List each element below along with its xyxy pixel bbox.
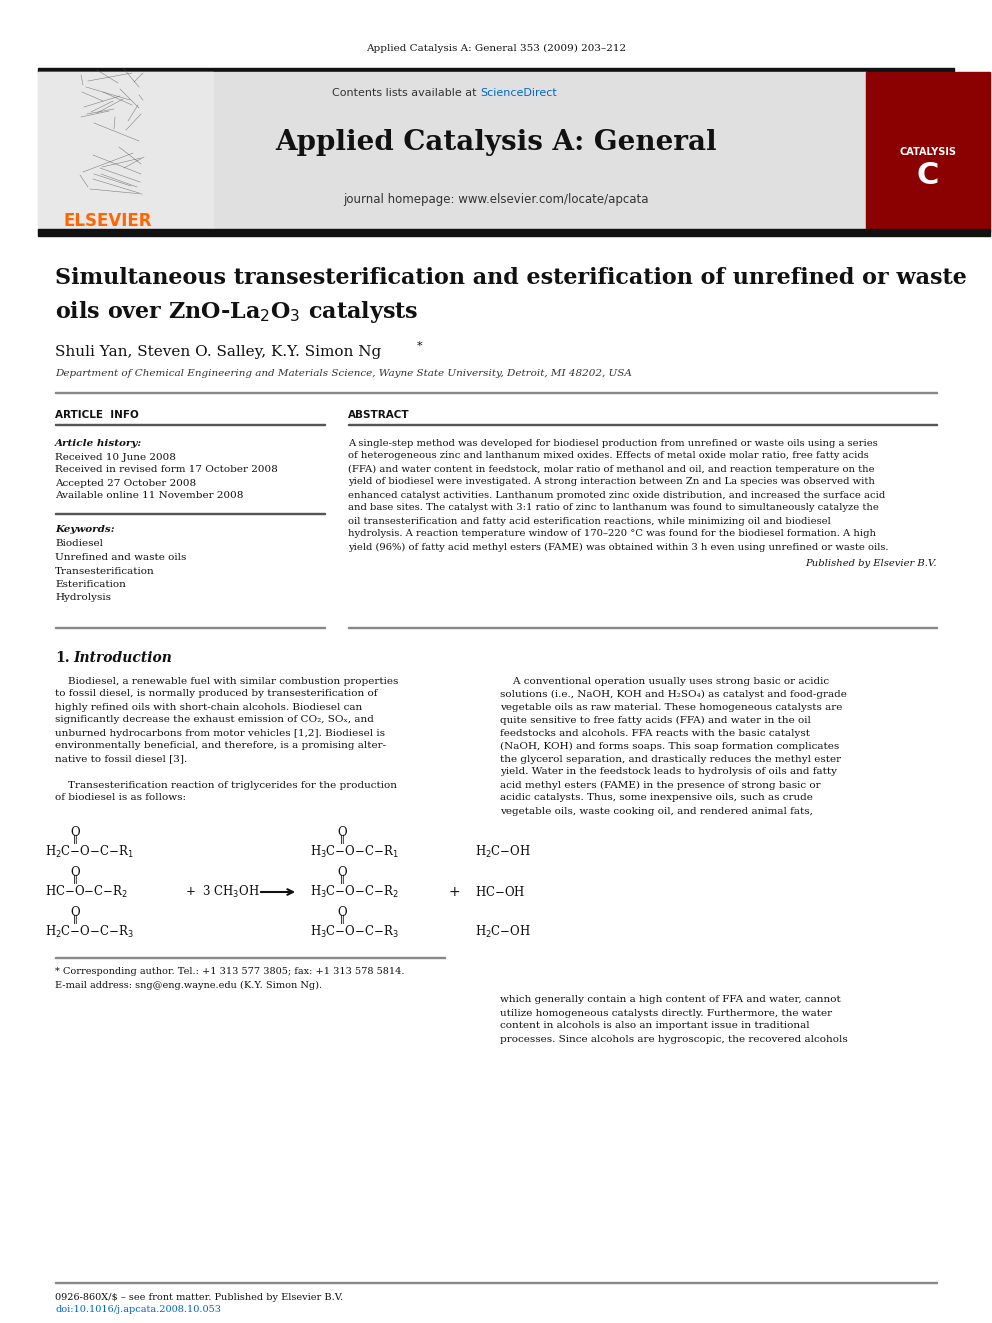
Bar <box>38 71 866 232</box>
Text: Keywords:: Keywords: <box>55 525 115 534</box>
Text: Available online 11 November 2008: Available online 11 November 2008 <box>55 492 243 500</box>
Text: H$_2$C$-$O$-$C$-$R$_1$: H$_2$C$-$O$-$C$-$R$_1$ <box>45 844 134 860</box>
Text: Article history:: Article history: <box>55 438 142 447</box>
Text: ARTICLE  INFO: ARTICLE INFO <box>55 410 139 419</box>
Text: Shuli Yan, Steven O. Salley, K.Y. Simon Ng: Shuli Yan, Steven O. Salley, K.Y. Simon … <box>55 345 381 359</box>
Text: Introduction: Introduction <box>73 651 172 665</box>
Text: Unrefined and waste oils: Unrefined and waste oils <box>55 553 186 562</box>
Text: C: C <box>917 160 939 189</box>
Text: H$_3$C$-$O$-$C$-$R$_1$: H$_3$C$-$O$-$C$-$R$_1$ <box>310 844 399 860</box>
Text: 0926-860X/$ – see front matter. Published by Elsevier B.V.: 0926-860X/$ – see front matter. Publishe… <box>55 1293 343 1302</box>
Text: yield (96%) of fatty acid methyl esters (FAME) was obtained within 3 h even usin: yield (96%) of fatty acid methyl esters … <box>348 542 889 552</box>
Text: unburned hydrocarbons from motor vehicles [1,2]. Biodiesel is: unburned hydrocarbons from motor vehicle… <box>55 729 385 737</box>
Bar <box>55 392 937 393</box>
Text: Received in revised form 17 October 2008: Received in revised form 17 October 2008 <box>55 466 278 475</box>
Text: A conventional operation usually uses strong basic or acidic: A conventional operation usually uses st… <box>500 676 829 685</box>
Text: Contents lists available at: Contents lists available at <box>332 89 480 98</box>
Text: of heterogeneous zinc and lanthanum mixed oxides. Effects of metal oxide molar r: of heterogeneous zinc and lanthanum mixe… <box>348 451 869 460</box>
Text: ∥: ∥ <box>72 916 77 925</box>
Text: acidic catalysts. Thus, some inexpensive oils, such as crude: acidic catalysts. Thus, some inexpensive… <box>500 794 812 803</box>
Text: O: O <box>337 905 347 918</box>
Text: Published by Elsevier B.V.: Published by Elsevier B.V. <box>806 558 937 568</box>
Text: Transesterification: Transesterification <box>55 566 155 576</box>
Text: H$_2$C$-$OH: H$_2$C$-$OH <box>475 844 531 860</box>
Text: HC$-$OH: HC$-$OH <box>475 885 526 900</box>
Text: hydrolysis. A reaction temperature window of 170–220 °C was found for the biodie: hydrolysis. A reaction temperature windo… <box>348 529 876 538</box>
Text: Hydrolysis: Hydrolysis <box>55 594 111 602</box>
Text: vegetable oils as raw material. These homogeneous catalysts are: vegetable oils as raw material. These ho… <box>500 703 842 712</box>
Text: content in alcohols is also an important issue in traditional: content in alcohols is also an important… <box>500 1021 809 1031</box>
Text: processes. Since alcohols are hygroscopic, the recovered alcohols: processes. Since alcohols are hygroscopi… <box>500 1035 848 1044</box>
Text: feedstocks and alcohols. FFA reacts with the basic catalyst: feedstocks and alcohols. FFA reacts with… <box>500 729 810 737</box>
Text: A single-step method was developed for biodiesel production from unrefined or wa: A single-step method was developed for b… <box>348 438 878 447</box>
Text: enhanced catalyst activities. Lanthanum promoted zinc oxide distribution, and in: enhanced catalyst activities. Lanthanum … <box>348 491 885 500</box>
Text: vegetable oils, waste cooking oil, and rendered animal fats,: vegetable oils, waste cooking oil, and r… <box>500 807 812 815</box>
Text: to fossil diesel, is normally produced by transesterification of: to fossil diesel, is normally produced b… <box>55 689 378 699</box>
Text: ELSEVIER: ELSEVIER <box>63 212 152 230</box>
Text: ∥: ∥ <box>72 835 77 844</box>
Text: Accepted 27 October 2008: Accepted 27 October 2008 <box>55 479 196 487</box>
Text: yield. Water in the feedstock leads to hydrolysis of oils and fatty: yield. Water in the feedstock leads to h… <box>500 767 837 777</box>
Text: ∥: ∥ <box>339 916 344 925</box>
Text: which generally contain a high content of FFA and water, cannot: which generally contain a high content o… <box>500 995 841 1004</box>
Text: utilize homogeneous catalysts directly. Furthermore, the water: utilize homogeneous catalysts directly. … <box>500 1008 832 1017</box>
Text: Esterification: Esterification <box>55 579 126 589</box>
Bar <box>866 71 990 232</box>
Text: ScienceDirect: ScienceDirect <box>480 89 557 98</box>
Text: (NaOH, KOH) and forms soaps. This soap formation complicates: (NaOH, KOH) and forms soaps. This soap f… <box>500 741 839 750</box>
Text: (FFA) and water content in feedstock, molar ratio of methanol and oil, and react: (FFA) and water content in feedstock, mo… <box>348 464 875 474</box>
Bar <box>38 67 954 71</box>
Text: O: O <box>70 905 79 918</box>
Text: ∥: ∥ <box>72 876 77 885</box>
Text: Biodiesel: Biodiesel <box>55 540 103 549</box>
Text: the glycerol separation, and drastically reduces the methyl ester: the glycerol separation, and drastically… <box>500 754 841 763</box>
Text: H$_3$C$-$O$-$C$-$R$_2$: H$_3$C$-$O$-$C$-$R$_2$ <box>310 884 399 900</box>
Text: 1.: 1. <box>55 651 69 665</box>
Text: $+$: $+$ <box>448 885 460 900</box>
Text: H$_3$C$-$O$-$C$-$R$_3$: H$_3$C$-$O$-$C$-$R$_3$ <box>310 923 399 941</box>
Text: * Corresponding author. Tel.: +1 313 577 3805; fax: +1 313 578 5814.: * Corresponding author. Tel.: +1 313 577… <box>55 967 405 976</box>
Text: ∥: ∥ <box>339 876 344 885</box>
Text: Applied Catalysis A: General 353 (2009) 203–212: Applied Catalysis A: General 353 (2009) … <box>366 44 626 53</box>
Text: environmentally beneficial, and therefore, is a promising alter-: environmentally beneficial, and therefor… <box>55 741 386 750</box>
Text: $+$  3 CH$_3$OH: $+$ 3 CH$_3$OH <box>185 884 260 900</box>
Text: ∥: ∥ <box>339 835 344 844</box>
Bar <box>38 71 213 232</box>
Text: Department of Chemical Engineering and Materials Science, Wayne State University: Department of Chemical Engineering and M… <box>55 369 632 378</box>
Text: O: O <box>337 826 347 839</box>
Text: of biodiesel is as follows:: of biodiesel is as follows: <box>55 794 186 803</box>
Text: Transesterification reaction of triglycerides for the production: Transesterification reaction of triglyce… <box>55 781 397 790</box>
Text: highly refined oils with short-chain alcohols. Biodiesel can: highly refined oils with short-chain alc… <box>55 703 362 712</box>
Text: oil transesterification and fatty acid esterification reactions, while minimizin: oil transesterification and fatty acid e… <box>348 516 830 525</box>
Text: H$_2$C$-$OH: H$_2$C$-$OH <box>475 923 531 941</box>
Text: native to fossil diesel [3].: native to fossil diesel [3]. <box>55 754 187 763</box>
Text: Simultaneous transesterification and esterification of unrefined or waste: Simultaneous transesterification and est… <box>55 267 967 288</box>
Bar <box>870 75 986 228</box>
Text: O: O <box>70 826 79 839</box>
Text: yield of biodiesel were investigated. A strong interaction between Zn and La spe: yield of biodiesel were investigated. A … <box>348 478 875 487</box>
Text: CATALYSIS: CATALYSIS <box>900 147 956 157</box>
Text: solutions (i.e., NaOH, KOH and H₂SO₄) as catalyst and food-grade: solutions (i.e., NaOH, KOH and H₂SO₄) as… <box>500 689 847 699</box>
Text: oils over ZnO-La$_2$O$_3$ catalysts: oils over ZnO-La$_2$O$_3$ catalysts <box>55 299 419 325</box>
Text: Applied Catalysis A: General: Applied Catalysis A: General <box>275 130 717 156</box>
Text: quite sensitive to free fatty acids (FFA) and water in the oil: quite sensitive to free fatty acids (FFA… <box>500 716 810 725</box>
Text: Received 10 June 2008: Received 10 June 2008 <box>55 452 176 462</box>
Text: HC$-$O$-$C$-$R$_2$: HC$-$O$-$C$-$R$_2$ <box>45 884 128 900</box>
Text: and base sites. The catalyst with 3:1 ratio of zinc to lanthanum was found to si: and base sites. The catalyst with 3:1 ra… <box>348 504 879 512</box>
Text: acid methyl esters (FAME) in the presence of strong basic or: acid methyl esters (FAME) in the presenc… <box>500 781 820 790</box>
Text: O: O <box>337 865 347 878</box>
Text: significantly decrease the exhaust emission of CO₂, SOₓ, and: significantly decrease the exhaust emiss… <box>55 716 374 725</box>
Text: O: O <box>70 865 79 878</box>
Bar <box>38 229 990 235</box>
Text: Biodiesel, a renewable fuel with similar combustion properties: Biodiesel, a renewable fuel with similar… <box>55 676 399 685</box>
Text: E-mail address: sng@eng.wayne.edu (K.Y. Simon Ng).: E-mail address: sng@eng.wayne.edu (K.Y. … <box>55 980 322 990</box>
Text: *: * <box>417 341 423 351</box>
Text: H$_2$C$-$O$-$C$-$R$_3$: H$_2$C$-$O$-$C$-$R$_3$ <box>45 923 134 941</box>
Text: journal homepage: www.elsevier.com/locate/apcata: journal homepage: www.elsevier.com/locat… <box>343 193 649 206</box>
Text: doi:10.1016/j.apcata.2008.10.053: doi:10.1016/j.apcata.2008.10.053 <box>55 1304 221 1314</box>
Text: ABSTRACT: ABSTRACT <box>348 410 410 419</box>
